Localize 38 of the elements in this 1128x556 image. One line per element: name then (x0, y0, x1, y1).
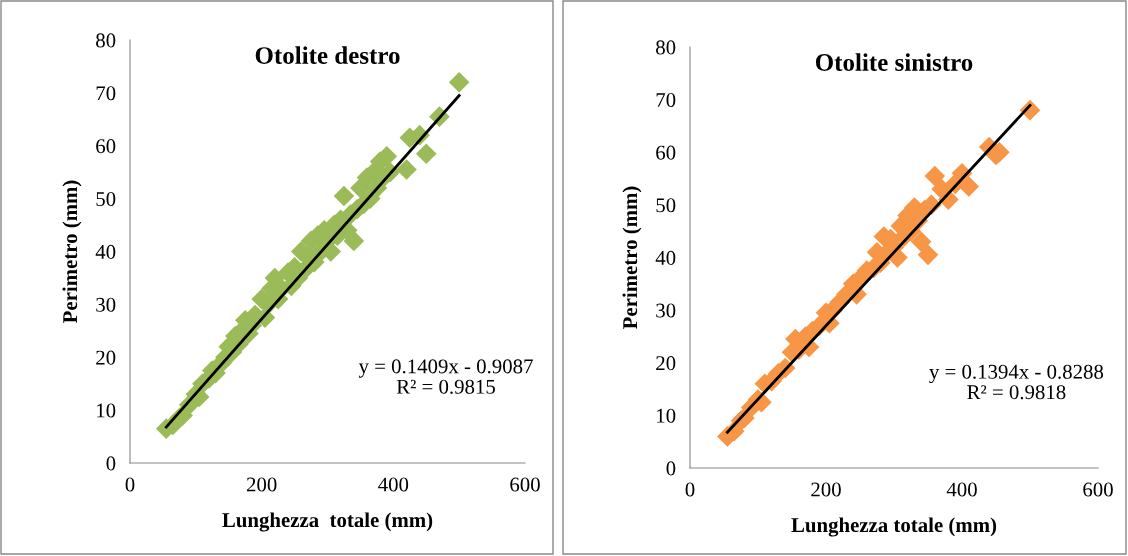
x-tick-label: 600 (1083, 482, 1113, 497)
x-tick-label: 400 (378, 477, 409, 492)
y-tick-label: 20 (96, 350, 116, 365)
x-axis-title: Lunghezza totale (mm) (791, 517, 997, 537)
x-axis-title: Lunghezza totale (mm) (222, 512, 433, 532)
y-tick-label: 30 (656, 303, 676, 318)
y-tick-label: 50 (656, 198, 676, 213)
y-axis-title: Perimetro (mm) (622, 186, 642, 329)
chart-title: Otolite destro (255, 46, 400, 64)
x-tick-label: 0 (125, 477, 135, 492)
y-tick-label: 0 (666, 461, 676, 476)
y-axis-title: Perimetro (mm) (62, 180, 82, 323)
y-tick-label: 60 (656, 145, 676, 160)
y-tick-label: 70 (656, 93, 676, 108)
x-tick-label: 0 (685, 482, 695, 497)
y-tick-label: 50 (96, 192, 116, 207)
y-tick-label: 20 (656, 356, 676, 371)
y-tick-label: 80 (656, 40, 676, 55)
y-tick-label: 0 (106, 456, 116, 471)
point (910, 231, 932, 253)
chart-title: Otolite sinistro (815, 53, 973, 71)
y-tick-label: 10 (97, 403, 116, 418)
y-tick-label: 10 (657, 408, 676, 423)
x-tick-label: 200 (246, 477, 277, 492)
annotation: y = 0.1409x - 0.9087 R² = 0.9815 (358, 359, 533, 394)
y-tick-label: 70 (96, 86, 116, 101)
y-tick-label: 80 (96, 33, 116, 48)
y-tick-label: 30 (96, 297, 116, 312)
y-tick-label: 60 (96, 139, 116, 154)
point (924, 165, 946, 187)
point (958, 176, 980, 197)
y-tick-label: 40 (95, 244, 116, 259)
y-tick-label: 40 (655, 250, 676, 265)
x-tick-label: 400 (946, 482, 977, 497)
point (917, 244, 939, 266)
x-tick-label: 200 (811, 482, 841, 497)
annotation: y = 0.1394x - 0.8288 R² = 0.9818 (929, 364, 1104, 400)
x-tick-label: 600 (510, 477, 540, 492)
